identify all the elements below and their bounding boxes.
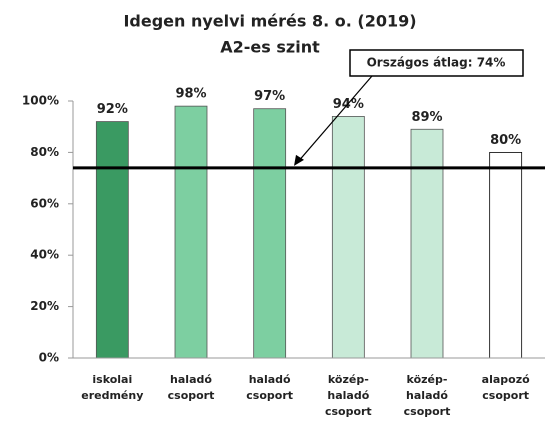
value-label: 98%: [175, 87, 206, 102]
arrow-head: [294, 154, 304, 166]
x-tick-label: iskolai: [92, 373, 132, 386]
value-label: 92%: [97, 102, 128, 117]
y-tick-label: 0%: [39, 351, 59, 365]
y-tick-label: 80%: [30, 145, 59, 159]
x-tick-label: csoport: [482, 389, 529, 402]
x-tick-label: közép-: [407, 373, 448, 386]
x-tick-label: csoport: [404, 405, 451, 418]
x-tick-label: haladó: [327, 389, 369, 402]
annotation: Országos átlag: 74%: [367, 56, 506, 70]
y-tick-label: 100%: [22, 94, 59, 108]
value-label: 80%: [490, 133, 521, 148]
bar: [95, 121, 129, 359]
x-tick-label: haladó: [406, 389, 448, 402]
bar: [331, 116, 365, 359]
x-tick-label: közép-: [328, 373, 369, 386]
chart-title: A2-es szint: [220, 38, 320, 57]
x-tick-label: haladó: [170, 373, 212, 386]
bar: [489, 151, 523, 359]
bar: [410, 128, 444, 359]
bar: [253, 108, 287, 359]
bar: [174, 105, 208, 359]
x-tick-label: haladó: [249, 373, 291, 386]
value-label: 97%: [254, 89, 285, 104]
y-tick-label: 60%: [30, 196, 59, 210]
x-tick-label: csoport: [246, 389, 293, 402]
x-tick-label: csoport: [325, 405, 372, 418]
chart-title: Idegen nyelvi mérés 8. o. (2019): [123, 12, 416, 31]
value-label: 89%: [411, 110, 442, 125]
y-tick-label: 20%: [30, 299, 59, 313]
x-tick-label: eredmény: [81, 389, 143, 402]
x-tick-label: csoport: [168, 389, 215, 402]
annotation-box: [349, 49, 524, 77]
y-tick-label: 40%: [30, 248, 59, 262]
value-label: 94%: [333, 97, 364, 112]
annotation-arrow: [297, 75, 373, 163]
x-tick-label: alapozó: [482, 373, 530, 386]
